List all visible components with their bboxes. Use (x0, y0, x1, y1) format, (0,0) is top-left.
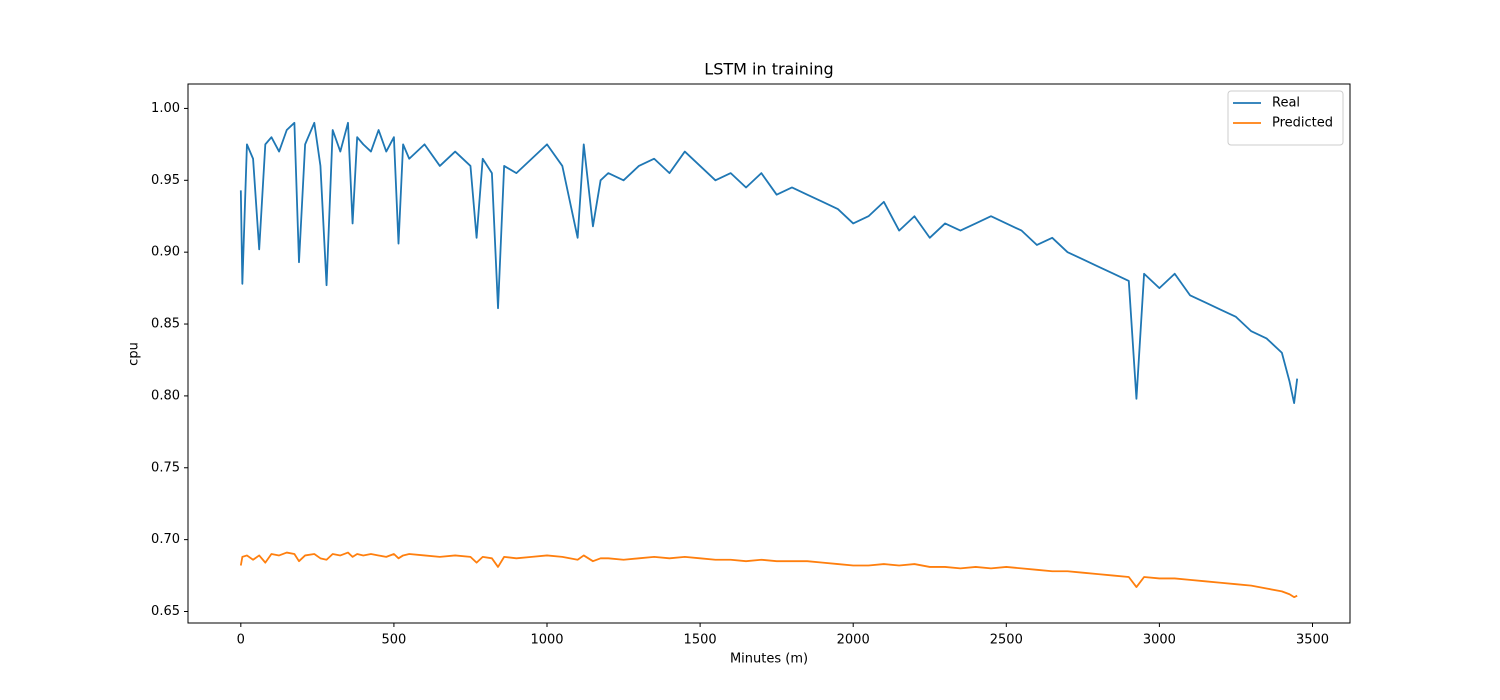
y-tick-label: 0.80 (151, 388, 180, 403)
data-line (239, 121, 1299, 404)
legend-label: Predicted (1272, 116, 1333, 131)
x-tick-label: 1500 (684, 633, 717, 648)
y-tick-label: 0.65 (151, 604, 180, 619)
x-tick-label: 500 (382, 633, 407, 648)
chart-title: LSTM in training (704, 60, 833, 79)
y-tick-label: 0.70 (151, 532, 180, 547)
legend-box (1227, 90, 1344, 146)
x-tick-label: 0 (237, 633, 245, 648)
y-axis-label: cpu (127, 342, 142, 366)
y-tick-label: 0.75 (151, 460, 180, 475)
x-tick-label: 2000 (837, 633, 870, 648)
y-tick-label: 0.90 (151, 245, 180, 260)
plot-frame (187, 83, 1351, 624)
legend-label: Real (1272, 96, 1300, 111)
x-axis-label: Minutes (m) (730, 652, 808, 667)
y-tick-label: 0.95 (151, 173, 180, 188)
x-tick-label: 3000 (1143, 633, 1176, 648)
x-tick-label: 1000 (530, 633, 563, 648)
x-tick-label: 3500 (1296, 633, 1329, 648)
y-tick-label: 1.00 (151, 101, 180, 116)
y-tick-label: 0.85 (151, 317, 180, 332)
data-line (239, 551, 1298, 599)
x-tick-label: 2500 (990, 633, 1023, 648)
